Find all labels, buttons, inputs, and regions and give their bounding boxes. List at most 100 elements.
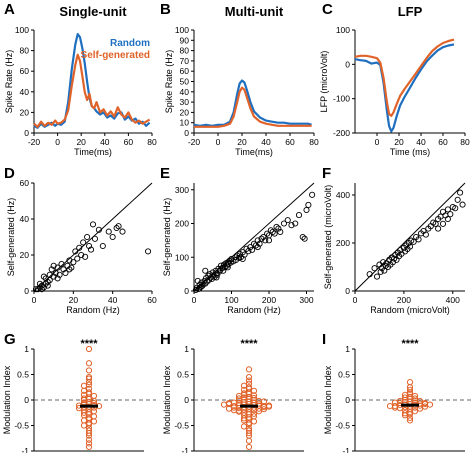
scatter-point-D-20	[64, 262, 71, 269]
x-tick-label-A-0: -20	[28, 137, 41, 147]
panel-title-C: LFP	[398, 4, 423, 19]
dot-H-59	[240, 423, 248, 430]
y-tick-label-D-3: 60	[20, 178, 30, 188]
scatter-point-D-27	[78, 251, 85, 259]
panel-letter-C: C	[322, 1, 333, 18]
unity-line-F	[354, 182, 466, 292]
scatter-point-E-78	[196, 285, 203, 292]
scatter-point-D-13	[50, 262, 57, 269]
scatter-point-F-31	[415, 236, 422, 243]
scatter-point-D-44	[44, 282, 51, 289]
scatter-point-D-38	[109, 233, 116, 241]
scatter-point-D-46	[66, 266, 73, 273]
y-tick-label-H-1: -0.5	[174, 421, 189, 431]
panel-letter-B: B	[160, 1, 171, 18]
y-tick-label-I-2: 0	[345, 395, 350, 405]
scatter-point-D-28	[80, 239, 87, 246]
y-tick-label-A-5: 100	[15, 25, 29, 35]
dot-I-42	[391, 404, 399, 411]
scatter-point-F-47	[454, 196, 461, 203]
dot-I-46	[421, 399, 429, 407]
dot-G-30	[75, 405, 83, 412]
scatter-point-E-73	[305, 201, 312, 208]
y-axis-label-D: Self-generated (Hz)	[6, 198, 16, 277]
dot-I-38	[406, 417, 414, 424]
y-tick-label-C-3: 100	[336, 25, 350, 35]
scatter-point-E-76	[194, 277, 201, 284]
significance-H: ****	[240, 338, 258, 350]
x-tick-label-B-2: 20	[237, 137, 247, 147]
x-tick-label-A-1: 0	[55, 137, 60, 147]
x-tick-label-A-2: 20	[76, 137, 86, 147]
y-tick-label-H-4: 1	[184, 344, 189, 354]
panel-E: E 0 100 200 300 0 100 200 300 Random (Hz) Self-gen…	[160, 165, 316, 315]
scatter-point-D-4	[38, 282, 45, 289]
dot-I-2	[406, 386, 414, 393]
scatter-point-D-31	[86, 242, 93, 250]
y-axis-label-B: Spike Rate (Hz)	[164, 50, 174, 114]
y-tick-label-G-2: 0	[24, 395, 29, 405]
significance-G: ****	[80, 338, 98, 350]
scatter-point-E-63	[273, 223, 280, 230]
dot-H-2	[245, 377, 253, 384]
y-axis-label-F: Self-generated (microVolt)	[323, 185, 333, 290]
y-tick-label-I-3: 0.5	[338, 370, 350, 380]
y-tick-label-F-2: 400	[336, 190, 350, 200]
dot-H-1	[245, 373, 253, 381]
dot-I-37	[406, 414, 414, 421]
dot-I-29	[416, 405, 424, 412]
scatter-point-E-71	[299, 233, 306, 241]
y-tick-label-E-0: 0	[184, 286, 189, 296]
dot-G-48	[85, 430, 93, 437]
scatter-point-E-68	[288, 222, 295, 229]
panel-title-A: Single-unit	[59, 4, 127, 19]
y-tick-label-B-1: 10	[180, 118, 190, 128]
dot-G-7	[80, 382, 88, 389]
scatter-point-E-75	[301, 235, 308, 242]
scatter-point-F-43	[444, 206, 451, 213]
scatter-point-D-32	[87, 246, 95, 253]
series-line-C-random	[354, 43, 455, 133]
scatter-point-E-58	[264, 230, 271, 237]
y-axis-label-H: Modulation Index	[162, 365, 172, 434]
scatter-point-E-56	[260, 233, 267, 241]
scatter-point-D-15	[54, 264, 61, 271]
y-axis-label-E: Self-generated (Hz)	[162, 198, 172, 277]
x-tick-label-B-0: -20	[188, 137, 201, 147]
legend-self-generated: Self-generated	[81, 50, 150, 61]
dot-I-41	[386, 403, 394, 410]
scatter-point-E-79	[213, 274, 220, 281]
scatter-point-E-14	[206, 271, 213, 278]
x-tick-label-B-3: 40	[261, 137, 271, 147]
scatter-point-E-53	[254, 237, 261, 244]
dot-G-17	[80, 396, 88, 404]
y-tick-label-F-0: 0	[345, 286, 350, 296]
x-tick-label-B-1: 0	[216, 137, 221, 147]
panel-letter-G: G	[4, 331, 16, 348]
scatter-point-D-11	[48, 266, 55, 273]
y-tick-label-A-4: 80	[20, 46, 30, 56]
dot-H-58	[245, 421, 253, 428]
y-tick-label-B-7: 70	[180, 56, 190, 66]
scatter-point-E-11	[204, 278, 211, 285]
panel-letter-H: H	[160, 331, 171, 348]
scatter-point-E-50	[249, 246, 256, 253]
scatter-point-E-74	[309, 191, 316, 198]
y-tick-label-C-1: -100	[333, 94, 350, 104]
x-tick-label-C-0: 0	[375, 137, 380, 147]
x-tick-label-D-3: 60	[147, 295, 157, 305]
series-line-A-self-generated	[33, 53, 151, 128]
scatter-point-D-39	[113, 224, 120, 232]
panel-H: H -1 -0.5 0 0.5 1 Modulation Index ****	[160, 331, 316, 453]
y-tick-label-E-3: 300	[175, 185, 189, 195]
scatter-point-D-29	[82, 253, 89, 260]
x-tick-label-E-2: 200	[262, 295, 276, 305]
y-tick-label-H-2: 0	[184, 395, 189, 405]
x-tick-label-C-4: 80	[460, 137, 470, 147]
y-tick-label-A-0: 0	[24, 128, 29, 138]
dot-G-13	[90, 392, 98, 400]
scatter-point-D-16	[56, 271, 63, 278]
series-line-C-self-generated	[354, 38, 455, 117]
dot-I-0	[406, 379, 414, 386]
